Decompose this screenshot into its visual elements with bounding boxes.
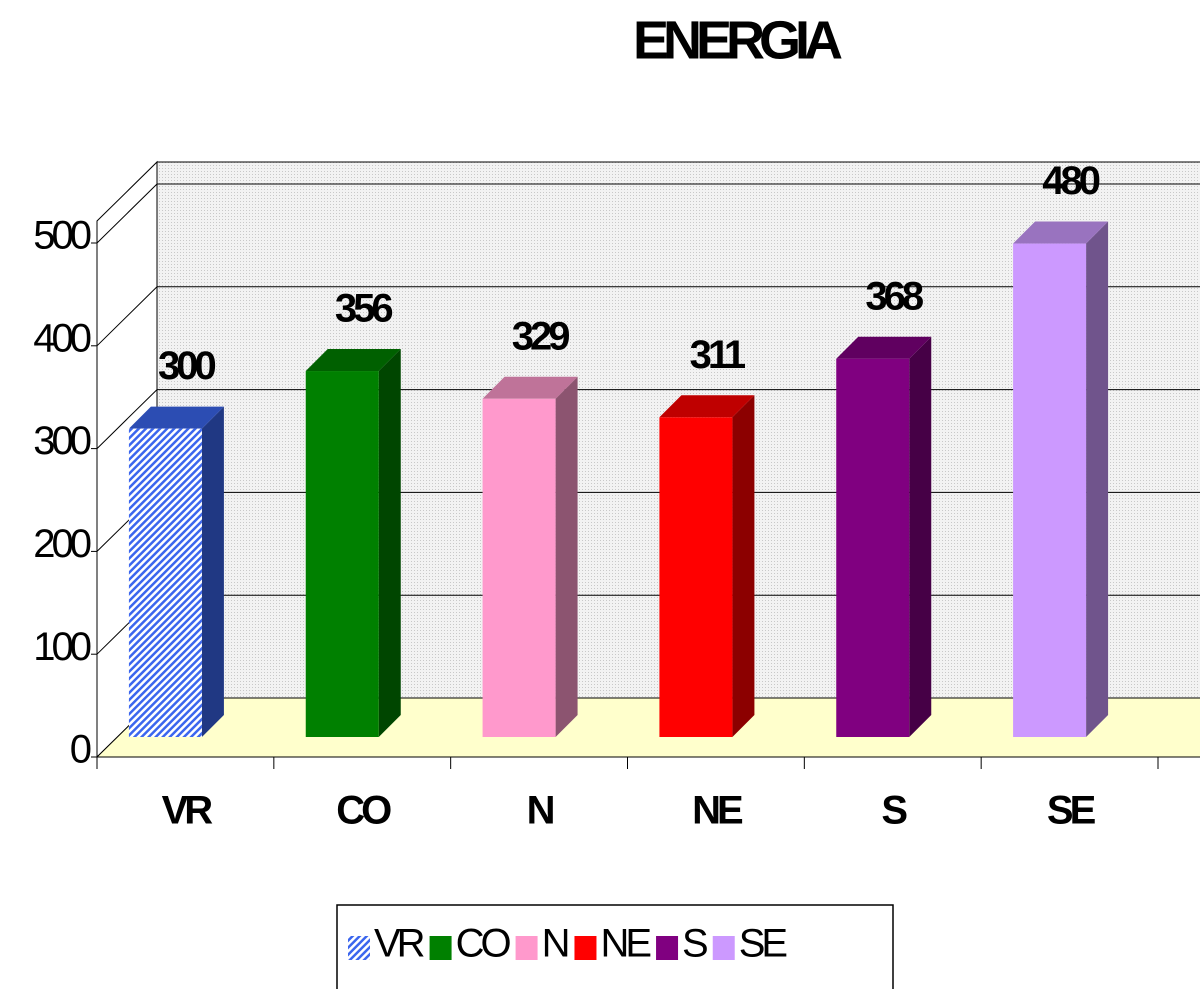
bar-side [732,395,755,737]
legend-label: VR [374,922,425,966]
legend-label: NE [600,922,650,966]
bar-side [909,336,932,737]
x-tick-label: NE [692,789,743,833]
bar [128,406,224,737]
legend-swatch [515,936,538,960]
bar-top [482,376,578,399]
bar-side [1086,221,1109,737]
bar-side [378,349,401,737]
x-tick-label: CO [336,789,391,833]
bar [482,376,578,737]
chart-title: ENERGIA [633,10,842,70]
legend-label: S [682,922,707,966]
x-tick-label: S [881,789,907,833]
legend-swatch [348,936,370,960]
bar-side [201,406,224,737]
bar-front [128,428,202,737]
y-tick-label: 0 [70,728,91,772]
legend-label: SE [739,922,787,966]
bar-top [1013,221,1109,244]
bar [1013,221,1109,737]
bar-top [659,395,755,418]
bar [305,349,401,737]
grid-line [96,183,1200,244]
y-tick-label: 500 [33,214,90,258]
value-label: 480 [1042,159,1099,203]
bar-front [482,398,556,737]
legend-swatch [574,936,597,960]
bar-top [836,336,932,359]
bar-side [555,376,578,737]
bar-front [836,358,910,737]
grid-line [96,286,1200,347]
legend-label: CO [456,922,511,966]
value-label: 356 [335,287,392,331]
bar-front [1013,243,1087,737]
y-tick-label: 300 [33,419,90,463]
value-label: 311 [690,333,746,377]
y-tick-label: 100 [33,625,90,669]
bar [836,336,932,737]
x-tick-label: VR [162,789,214,833]
value-label: 368 [865,274,923,318]
value-label: 300 [158,344,215,388]
bar [659,395,755,737]
y-tick-label: 200 [33,522,90,566]
bar-front [305,371,379,737]
bar-top [305,349,401,372]
legend-swatch [712,936,735,960]
x-tick-label: N [527,789,554,833]
legend-swatch [656,936,679,960]
y-tick-label: 400 [33,316,90,360]
x-tick-label: SE [1047,789,1096,833]
value-label: 329 [512,314,569,358]
legend-label: N [542,922,568,966]
bar-top [128,406,224,429]
legend-swatch [429,936,452,960]
bar-front [659,417,733,737]
